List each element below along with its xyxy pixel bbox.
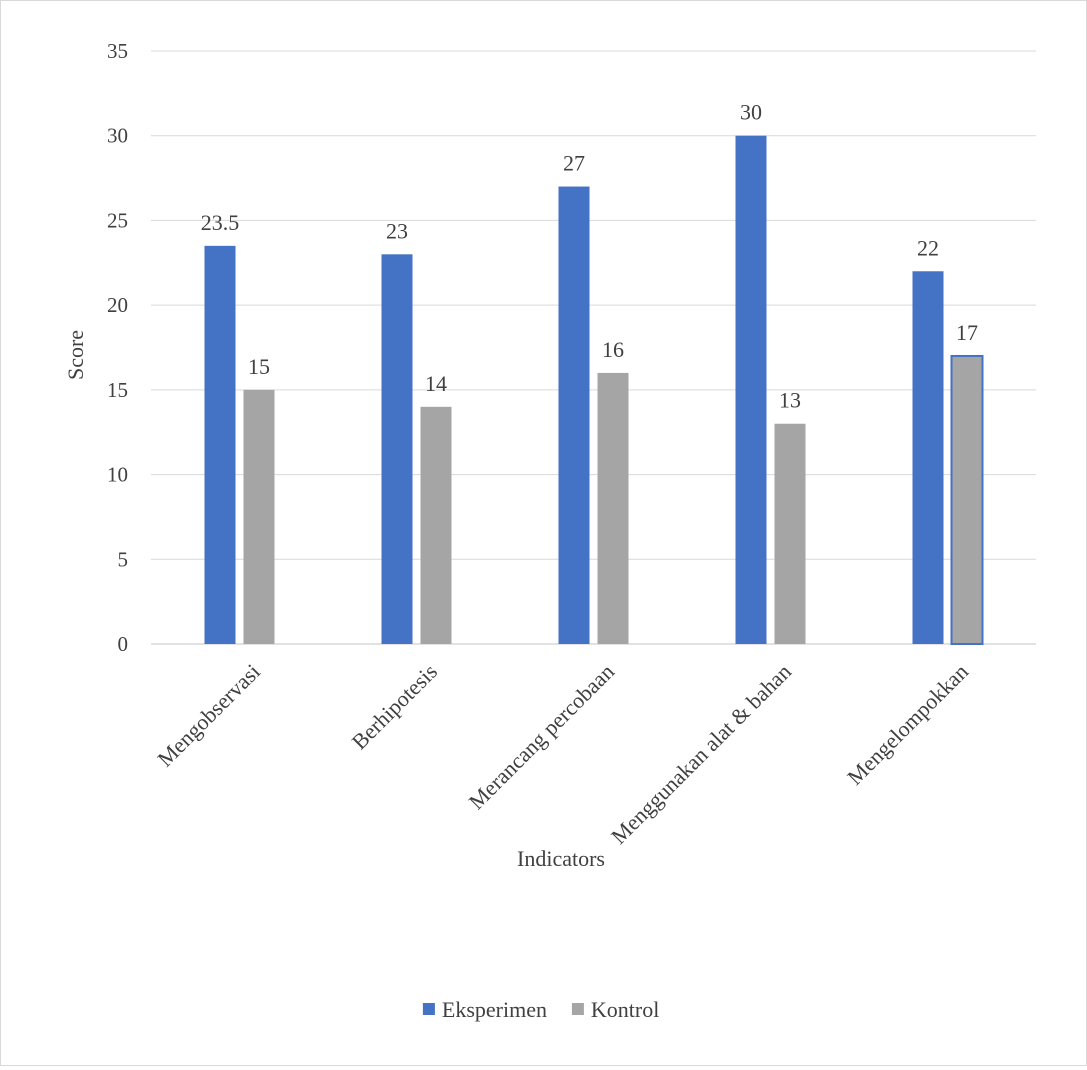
bar-kontrol xyxy=(597,372,629,644)
data-label: 16 xyxy=(602,337,624,362)
bar-kontrol xyxy=(774,423,806,644)
data-labels: 23.5 15 23 14 27 16 30 13 22 17 xyxy=(201,100,978,413)
x-axis-title: Indicators xyxy=(517,846,605,871)
bar-kontrol xyxy=(243,389,275,644)
bar-eksperimen xyxy=(558,186,590,645)
y-tick-label: 35 xyxy=(107,39,128,63)
x-axis-ticks: Mengobservasi Berhipotesis Merancang perco… xyxy=(152,659,973,849)
y-tick-label: 30 xyxy=(107,124,128,148)
data-label: 23 xyxy=(386,218,408,243)
data-label: 27 xyxy=(563,151,585,176)
bar-eksperimen xyxy=(381,254,413,645)
y-tick-label: 25 xyxy=(107,208,128,232)
legend: Eksperimen Kontrol xyxy=(422,997,659,1022)
y-tick-label: 20 xyxy=(107,293,128,317)
bar-kontrol xyxy=(950,354,984,645)
y-axis-title: Score xyxy=(63,330,88,380)
bar-eksperimen xyxy=(912,271,944,644)
data-label: 13 xyxy=(779,388,801,413)
y-tick-label: 5 xyxy=(118,547,129,571)
data-label: 15 xyxy=(248,354,270,379)
data-label: 22 xyxy=(917,235,939,260)
bar-eksperimen xyxy=(735,135,767,644)
x-tick-label: Menggunakan alat & bahan xyxy=(606,659,796,849)
legend-label: Kontrol xyxy=(591,997,659,1022)
legend-swatch-kontrol xyxy=(571,1003,584,1015)
bar-eksperimen xyxy=(204,245,236,645)
legend-label: Eksperimen xyxy=(442,997,547,1022)
bar-kontrol xyxy=(420,406,452,644)
x-tick-label: Mengobservasi xyxy=(152,659,265,772)
y-tick-label: 15 xyxy=(107,378,128,402)
gridlines xyxy=(151,50,1036,645)
data-label: 23.5 xyxy=(201,210,240,235)
x-tick-label: Mengelompokkan xyxy=(842,659,973,790)
legend-swatch-eksperimen xyxy=(422,1003,435,1015)
y-axis-ticks: 0 5 10 15 20 25 30 35 xyxy=(107,39,128,656)
data-label: 14 xyxy=(425,371,447,396)
y-tick-label: 0 xyxy=(118,632,129,656)
x-tick-label: Merancang percobaan xyxy=(464,659,619,814)
data-label: 17 xyxy=(956,320,978,345)
bars xyxy=(204,135,984,645)
y-tick-label: 10 xyxy=(107,463,128,487)
x-tick-label: Berhipotesis xyxy=(347,659,442,754)
data-label: 30 xyxy=(740,100,762,125)
